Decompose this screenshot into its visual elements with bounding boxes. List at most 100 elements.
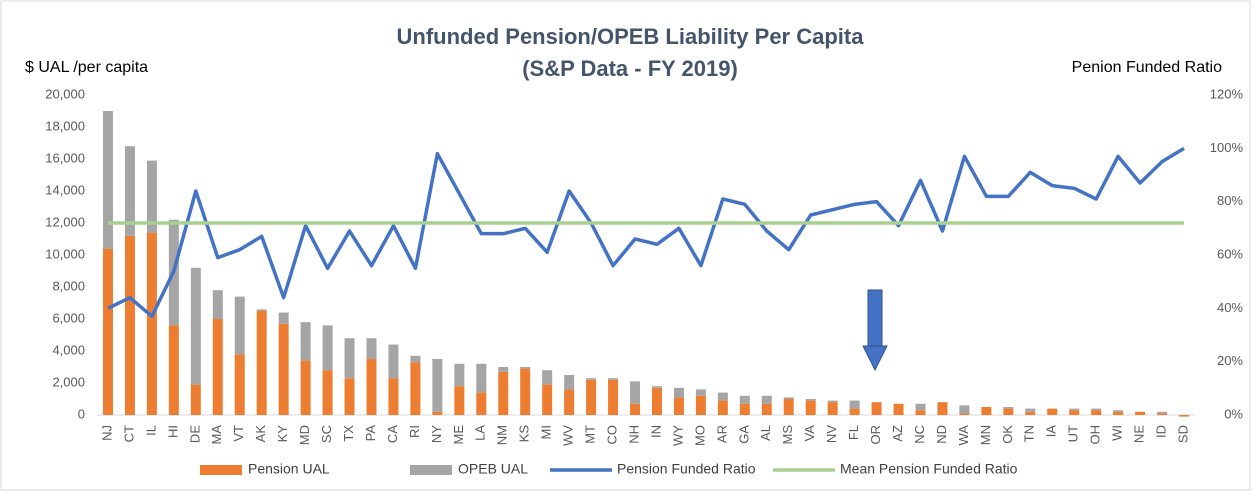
bar-segment: [739, 403, 750, 415]
x-tick-label: NJ: [99, 425, 114, 441]
x-tick-label: IN: [648, 425, 663, 438]
x-tick-label: TX: [341, 425, 356, 442]
bar-segment: [915, 403, 926, 411]
bar-segment: [278, 323, 289, 415]
x-tick-label: WA: [956, 425, 971, 446]
x-tick-label: AL: [758, 425, 773, 441]
bar-segment: [168, 325, 179, 415]
x-tick-label: ID: [1153, 425, 1168, 438]
bar-segment: [322, 325, 333, 371]
bar-segment: [783, 397, 794, 399]
x-tick-label: MD: [297, 425, 312, 445]
x-tick-label: NE: [1132, 425, 1147, 443]
bar-segment: [827, 402, 838, 415]
chart-title: Unfunded Pension/OPEB Liability Per Capi…: [397, 24, 865, 49]
y2-tick-label: 20%: [1217, 353, 1243, 368]
y-tick-label: 4,000: [52, 342, 85, 357]
bar-segment: [300, 360, 311, 415]
x-tick-label: CT: [121, 425, 136, 442]
legend-label: OPEB UAL: [458, 461, 528, 477]
x-tick-label: CO: [604, 425, 619, 445]
bar-segment: [1003, 407, 1014, 409]
bar-segment: [1179, 415, 1190, 417]
x-tick-label: AK: [253, 425, 268, 443]
x-tick-label: OR: [868, 425, 883, 445]
y-tick-label: 20,000: [45, 86, 85, 101]
y2-tick-label: 40%: [1217, 300, 1243, 315]
bar-segment: [673, 387, 684, 398]
x-tick-label: KS: [517, 425, 532, 443]
x-tick-label: WY: [670, 425, 685, 446]
x-tick-label: IL: [143, 425, 158, 436]
bar-segment: [586, 378, 597, 380]
x-tick-label: NM: [495, 425, 510, 445]
y-tick-label: 2,000: [52, 374, 85, 389]
bar-segment: [1069, 410, 1080, 415]
bar-segment: [476, 363, 487, 393]
bar-segment: [695, 395, 706, 415]
bar-segment: [1091, 408, 1102, 411]
bar-segment: [498, 367, 509, 372]
x-tick-label: MN: [978, 425, 993, 445]
x-tick-label: IA: [1044, 425, 1059, 438]
bar-segment: [366, 359, 377, 415]
bar-segment: [322, 370, 333, 415]
x-tick-label: ME: [451, 425, 466, 445]
bar-segment: [454, 386, 465, 415]
y2-axis-title: Penion Funded Ratio: [1072, 59, 1222, 76]
x-tick-label: NV: [824, 425, 839, 443]
x-tick-label: TN: [1022, 425, 1037, 442]
x-tick-label: AZ: [890, 425, 905, 442]
bar-segment: [673, 397, 684, 415]
bar-segment: [212, 319, 223, 415]
bar-segment: [1113, 411, 1124, 415]
x-tick-label: HI: [165, 425, 180, 438]
bar-segment: [234, 296, 245, 355]
x-tick-label: MT: [583, 425, 598, 444]
bar-segment: [344, 378, 355, 415]
bar-segment: [388, 344, 399, 379]
y-tick-label: 6,000: [52, 310, 85, 325]
bar-segment: [805, 399, 816, 401]
x-tick-label: FL: [846, 425, 861, 440]
legend-label: Pension Funded Ratio: [617, 461, 756, 477]
y-tick-label: 8,000: [52, 278, 85, 293]
bar-segment: [1025, 411, 1036, 415]
bar-segment: [520, 367, 531, 369]
bar-segment: [695, 389, 706, 396]
line-series: [107, 146, 1185, 319]
bar-segment: [432, 411, 443, 415]
x-tick-label: LA: [473, 425, 488, 441]
bar-segment: [1135, 411, 1146, 415]
bar-segment: [1069, 408, 1080, 411]
bar-segment: [761, 403, 772, 415]
x-tick-label: NY: [429, 425, 444, 443]
x-tick-label: ND: [934, 425, 949, 444]
bar-segment: [717, 392, 728, 401]
bar-segment: [300, 322, 311, 361]
bar-segment: [608, 379, 619, 415]
bar-segment: [432, 359, 443, 412]
bar-segment: [520, 368, 531, 415]
annotation-arrow: [862, 289, 888, 372]
bar-segment: [630, 381, 641, 404]
x-tick-label: GA: [736, 425, 751, 444]
bar-segment: [366, 338, 377, 359]
bar-segment: [586, 379, 597, 415]
bar-segment: [1157, 411, 1168, 414]
x-tick-label: NC: [912, 425, 927, 444]
bar-segment: [849, 400, 860, 409]
bar-segment: [278, 312, 289, 324]
bar-segment: [388, 378, 399, 415]
x-tick-label: VA: [802, 425, 817, 442]
bar-segment: [564, 389, 575, 415]
x-tick-label: UT: [1066, 425, 1081, 442]
legend-label: Pension UAL: [248, 461, 330, 477]
y-tick-label: 14,000: [45, 182, 85, 197]
bar-segment: [256, 309, 267, 311]
y-tick-label: 16,000: [45, 150, 85, 165]
bar-segment: [234, 354, 245, 415]
bar-segment: [410, 355, 421, 363]
bar-segment: [498, 371, 509, 415]
x-tick-label: OH: [1088, 425, 1103, 445]
